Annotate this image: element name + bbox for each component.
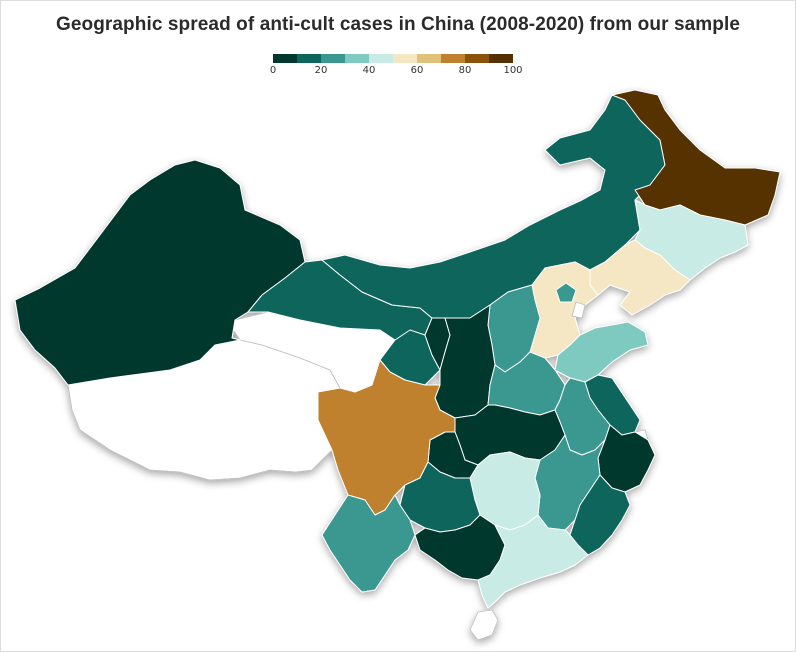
legend-swatch-7 <box>441 54 465 63</box>
legend-tick-60: 60 <box>410 65 424 76</box>
legend-tick-40: 40 <box>362 65 376 76</box>
region-hainan <box>469 609 499 641</box>
legend-swatch-6 <box>417 54 441 63</box>
region-tianjin <box>571 301 586 319</box>
region-guangdong <box>477 514 589 609</box>
legend-tick-0: 0 <box>269 65 277 76</box>
legend-swatch-2 <box>321 54 345 63</box>
region-beijing <box>555 282 577 303</box>
legend-color-scale <box>273 54 513 63</box>
legend-swatch-0 <box>273 54 297 63</box>
legend-tick-80: 80 <box>458 65 472 76</box>
legend-swatch-1 <box>297 54 321 63</box>
legend-swatch-8 <box>465 54 489 63</box>
legend-swatch-5 <box>393 54 417 63</box>
legend-swatch-9 <box>489 54 513 63</box>
legend-swatch-3 <box>345 54 369 63</box>
map-title: Geographic spread of anti-cult cases in … <box>55 14 741 35</box>
region-yunnan <box>321 494 416 593</box>
legend-tick-20: 20 <box>314 65 328 76</box>
legend-swatch-4 <box>369 54 393 63</box>
legend-tick-100: 100 <box>503 65 523 76</box>
color-legend: 0 20 40 60 80 100 <box>269 54 523 82</box>
